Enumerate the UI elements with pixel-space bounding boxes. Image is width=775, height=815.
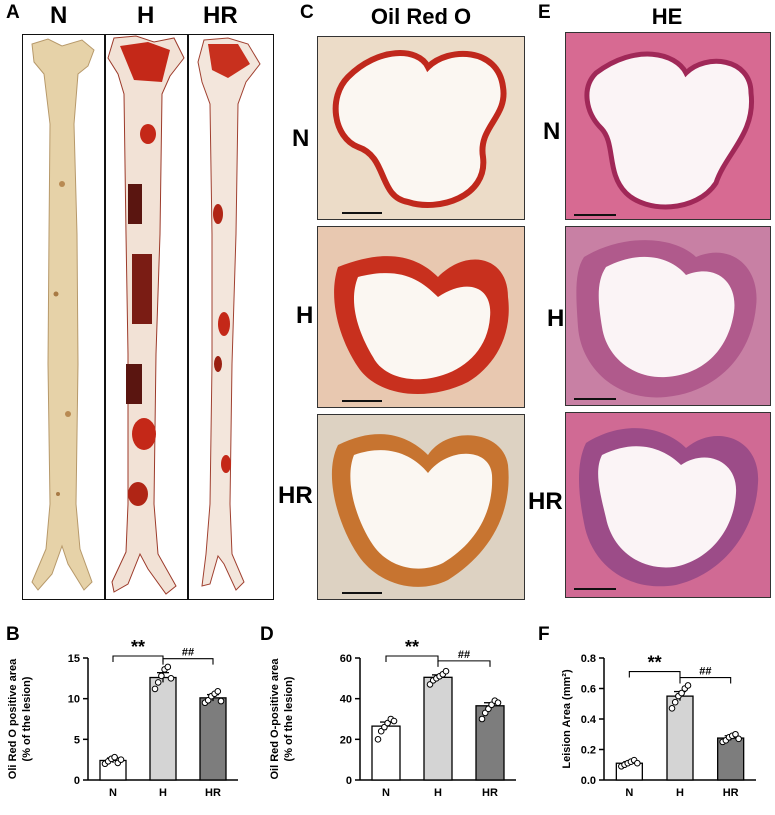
y-tick-label: 60: [340, 653, 352, 665]
he-section-h: [565, 226, 771, 406]
y-tick-label: 0: [346, 775, 352, 787]
data-point: [671, 698, 679, 706]
row-label-n-e: N: [543, 118, 561, 145]
row-label-hr-e: HR: [528, 488, 563, 515]
data-point: [164, 663, 172, 671]
significance-label: **: [131, 640, 145, 657]
bar-hr: [199, 697, 227, 781]
panel-letter-f: F: [538, 624, 550, 645]
y-tick-label: 40: [340, 694, 352, 706]
bar-h: [149, 676, 177, 781]
data-point: [732, 730, 739, 738]
data-point: [634, 759, 641, 767]
aorta-label-hr: HR: [203, 2, 238, 29]
panel-letter-d: D: [260, 624, 274, 645]
data-point: [684, 682, 692, 689]
panel-letter-c: C: [300, 2, 314, 23]
x-tick-label: N: [625, 787, 633, 799]
significance-bracket: [385, 655, 439, 662]
y-tick-label: 0.0: [581, 775, 596, 787]
aorta-n-image: [31, 38, 95, 591]
significance-bracket: [162, 658, 214, 665]
he-section-n: [565, 32, 771, 220]
row-label-hr-c: HR: [278, 482, 313, 509]
data-point: [678, 689, 685, 697]
y-tick-label: 20: [340, 734, 352, 746]
data-point: [442, 667, 450, 675]
row-label-h-c: H: [296, 302, 314, 329]
data-point: [154, 679, 162, 686]
y-tick-label: 0.6: [581, 684, 596, 696]
aorta-frame-h: [104, 34, 188, 600]
significance-label: ##: [182, 647, 194, 659]
significance-bracket: [437, 660, 491, 667]
bar-n: [371, 725, 401, 781]
y-axis-label: (% of the lesion): [21, 676, 33, 761]
data-point: [117, 756, 125, 763]
title-oil-red-o: Oil Red O: [370, 4, 472, 29]
row-label-n-c: N: [292, 125, 310, 152]
y-axis-label: (% of the lesion): [283, 676, 295, 761]
data-point: [735, 735, 742, 743]
y-tick-label: 15: [68, 653, 80, 665]
y-axis-label: Oil Red O-positive area: [269, 658, 281, 780]
data-point: [217, 697, 225, 705]
oil-red-section-h: [317, 226, 525, 408]
data-point: [167, 675, 175, 682]
aorta-frame-n: [22, 34, 106, 600]
data-point: [158, 672, 165, 680]
significance-label: ##: [458, 649, 470, 661]
data-point: [214, 688, 222, 695]
significance-label: **: [648, 653, 662, 673]
aorta-images: [31, 35, 261, 595]
y-tick-label: 5: [74, 734, 80, 746]
chart-d: 0 20 40 60 Oil Red O-positive area (% of the …: [269, 640, 516, 799]
aorta-label-n: N: [50, 2, 68, 29]
significance-bracket: [628, 671, 681, 678]
y-tick-label: 0: [74, 775, 80, 787]
aorta-frame-hr: [188, 34, 274, 600]
y-tick-label: 0.4: [581, 714, 597, 726]
y-axis-label: Leision Area (mm²): [561, 669, 573, 769]
data-point: [478, 715, 486, 723]
x-tick-label: H: [676, 787, 684, 799]
x-tick-label: N: [382, 787, 390, 799]
y-tick-label: 0.8: [581, 653, 596, 665]
x-tick-label: HR: [205, 787, 221, 799]
bar-h: [423, 676, 453, 781]
x-tick-label: N: [109, 787, 117, 799]
row-label-h-e: H: [547, 305, 565, 332]
data-point: [151, 685, 159, 693]
panel-letter-a: A: [6, 2, 20, 23]
significance-bracket: [679, 677, 732, 684]
data-point: [668, 705, 676, 712]
significance-label: **: [405, 640, 419, 657]
panel-letter-e: E: [538, 2, 551, 23]
data-point: [390, 717, 398, 725]
panel-letter-b: B: [6, 624, 20, 645]
y-axis-label: Oli Red O positive area: [7, 658, 19, 779]
bar-hr: [717, 737, 745, 781]
chart-f: 0.0 0.2 0.4 0.6 0.8 Leision Area (mm²) N H HR ** #…: [561, 653, 756, 799]
x-tick-label: HR: [723, 787, 739, 799]
chart-b: 0 5 10 15 Oli Red O positive area (% of the l…: [7, 640, 238, 799]
aorta-h-image: [107, 35, 185, 595]
data-point: [111, 753, 118, 761]
oil-red-section-hr: [317, 414, 525, 600]
y-tick-label: 10: [68, 694, 80, 706]
aorta-label-h: H: [137, 2, 155, 29]
y-tick-label: 0.2: [581, 745, 596, 757]
x-tick-label: HR: [482, 787, 498, 799]
he-section-hr: [565, 412, 771, 598]
significance-label: ##: [699, 666, 711, 678]
bar-hr: [475, 705, 505, 781]
title-he: HE: [651, 4, 683, 29]
x-tick-label: H: [434, 787, 442, 799]
data-point: [374, 736, 382, 743]
aorta-hr-image: [197, 37, 261, 591]
x-tick-label: H: [159, 787, 167, 799]
oil-red-section-n: [317, 36, 525, 220]
data-point: [494, 699, 502, 707]
